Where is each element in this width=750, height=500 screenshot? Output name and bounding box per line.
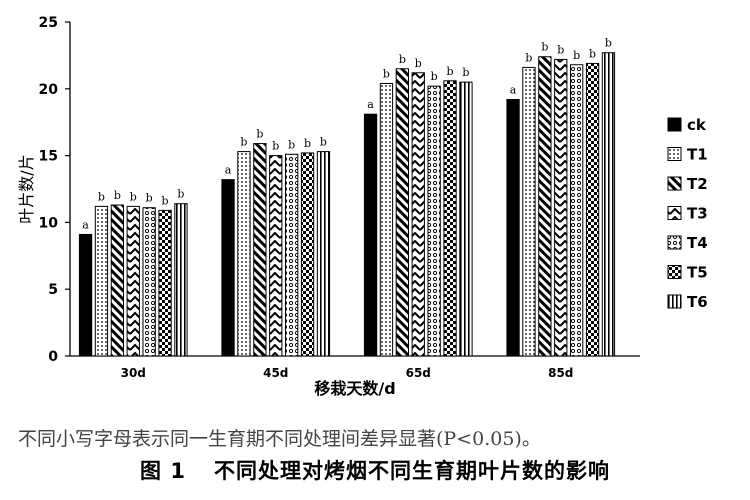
significance-letter: b xyxy=(320,136,327,149)
significance-letter: b xyxy=(573,49,580,62)
bar-T2-65d xyxy=(395,68,410,357)
x-tick-label: 65d xyxy=(406,366,431,380)
bar-T2-85d xyxy=(538,56,552,357)
bar-T3-85d xyxy=(554,58,568,357)
y-tick-label: 0 xyxy=(48,349,58,365)
legend-label-T6: T6 xyxy=(687,293,708,311)
significance-letter: b xyxy=(399,53,406,66)
legend-swatch-T4 xyxy=(667,235,682,250)
bar-T4-45d xyxy=(285,153,299,357)
bar-T6-45d xyxy=(316,151,331,357)
significance-letter: b xyxy=(272,140,279,153)
significance-letter: b xyxy=(98,190,105,203)
significance-letter: b xyxy=(304,137,311,150)
bar-T5-45d xyxy=(300,152,315,357)
bar-T6-65d xyxy=(459,81,473,357)
significance-letter: b xyxy=(114,189,121,202)
significance-letter: b xyxy=(256,128,263,141)
figure-label: 图 1 xyxy=(140,459,186,483)
y-tick-label: 10 xyxy=(39,215,59,231)
x-tick-label: 85d xyxy=(548,366,573,380)
bar-T4-65d xyxy=(427,85,441,357)
legend-label-T5: T5 xyxy=(687,264,708,282)
significance-letter: b xyxy=(146,192,153,205)
legend-swatch-T6 xyxy=(667,294,682,309)
bar-T6-85d xyxy=(601,52,616,357)
figure-title: 不同处理对烤烟不同生育期叶片数的影响 xyxy=(213,459,610,483)
bar-T3-30d xyxy=(126,205,140,357)
bar-T6-30d xyxy=(174,203,188,357)
x-tick-label: 45d xyxy=(263,366,288,380)
legend: ck T1 T2 T3 T4 T5 T6 xyxy=(667,116,708,311)
significance-letter: b xyxy=(383,67,390,80)
figure-caption: 图 1 不同处理对烤烟不同生育期叶片数的影响 xyxy=(0,455,750,485)
caption-note: 不同小写字母表示同一生育期不同处理间差异显著(P<0.05)。 xyxy=(18,428,541,450)
significance-letter: b xyxy=(541,41,548,54)
significance-letter: b xyxy=(605,37,612,50)
bar-T3-65d xyxy=(411,72,425,357)
bar-T5-65d xyxy=(443,80,457,357)
y-tick-label: 25 xyxy=(39,15,58,31)
legend-swatch-T3 xyxy=(667,206,682,220)
bar-T1-45d xyxy=(237,151,251,357)
significance-letter: b xyxy=(447,65,454,78)
significance-letter: b xyxy=(431,70,438,83)
bar-T3-45d xyxy=(269,155,283,357)
significance-letter: a xyxy=(82,218,89,231)
y-tick-label: 5 xyxy=(48,282,58,298)
bars xyxy=(78,52,616,357)
significance-letter: b xyxy=(162,194,169,207)
bar-T4-30d xyxy=(142,207,156,357)
bar-ck-30d xyxy=(78,233,93,357)
bar-T2-45d xyxy=(253,143,267,357)
bar-T4-85d xyxy=(570,64,584,357)
legend-swatch-T2 xyxy=(667,176,682,191)
significance-letter: a xyxy=(225,164,232,177)
significance-letter: b xyxy=(288,138,295,151)
y-tick-label: 15 xyxy=(39,149,58,165)
legend-label-T4: T4 xyxy=(687,234,708,252)
bar-ck-65d xyxy=(363,113,378,357)
legend-label-ck: ck xyxy=(687,116,707,134)
bar-T2-30d xyxy=(110,204,124,357)
significance-letter: b xyxy=(525,51,532,64)
bar-T1-85d xyxy=(522,66,536,357)
significance-letter: a xyxy=(367,98,374,111)
legend-label-T2: T2 xyxy=(687,175,708,193)
significance-letter: b xyxy=(462,66,469,79)
legend-label-T3: T3 xyxy=(687,205,708,223)
y-axis-label: 叶片数/片 xyxy=(17,154,36,223)
bar-T1-65d xyxy=(379,82,394,357)
significance-letter: b xyxy=(130,190,137,203)
significance-letter: a xyxy=(510,83,517,96)
legend-swatch-ck xyxy=(667,117,682,132)
bar-ck-85d xyxy=(506,98,520,357)
bar-T1-30d xyxy=(94,205,109,357)
legend-label-T1: T1 xyxy=(687,146,708,164)
significance-letter: b xyxy=(240,136,247,149)
significance-letter: b xyxy=(415,57,422,70)
bar-ck-45d xyxy=(221,179,235,357)
x-axis-label: 移栽天数/d xyxy=(314,379,395,398)
x-tick-label: 30d xyxy=(121,366,146,380)
bar-T5-30d xyxy=(158,209,172,357)
legend-swatch-T5 xyxy=(667,265,682,279)
significance-letter: b xyxy=(177,188,184,201)
bar-T5-85d xyxy=(585,62,600,357)
significance-letter: b xyxy=(589,47,596,60)
y-tick-label: 20 xyxy=(39,82,59,98)
legend-swatch-T1 xyxy=(667,147,682,161)
significance-letter: b xyxy=(557,43,564,56)
